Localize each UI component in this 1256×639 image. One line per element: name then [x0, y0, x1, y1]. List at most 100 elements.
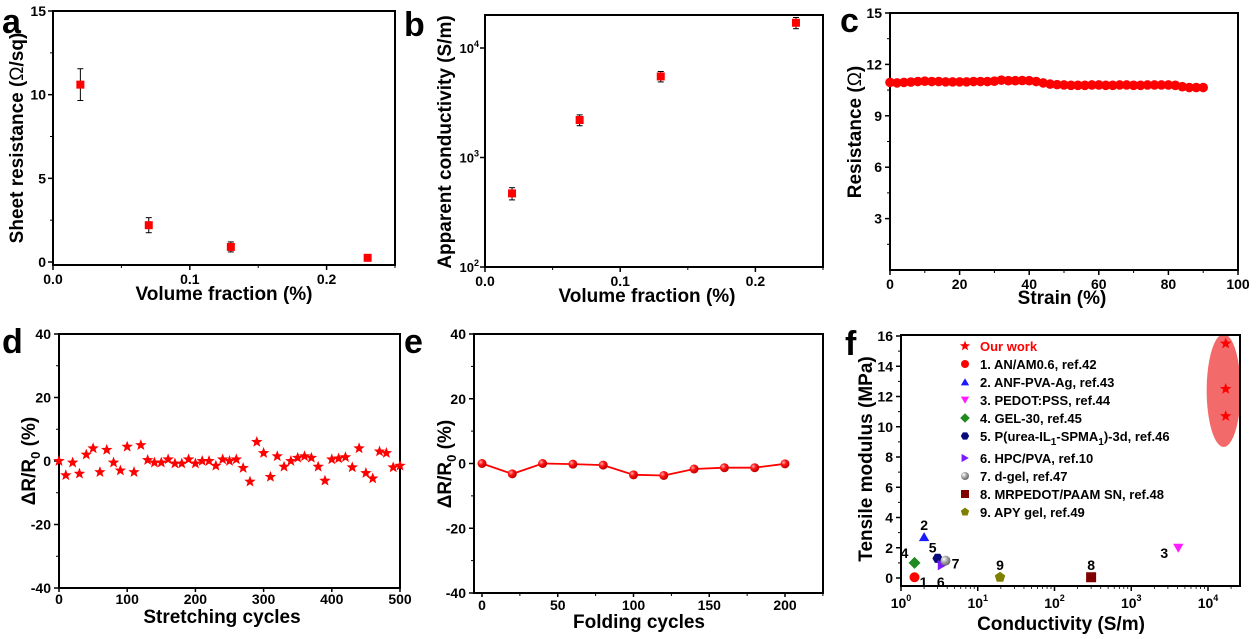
panel-f-ytick-label-3: 6: [885, 479, 893, 495]
panel-f-point-5: [932, 553, 943, 563]
panel-d-xlabel: Stretching cycles: [143, 607, 300, 628]
panel-d-xtick-label-0: 0: [55, 591, 63, 607]
panel-b-apparent-conductivity: 102 103 104 0.0 0.1 0.2: [460, 14, 824, 289]
panel-f-point-our-work: [1219, 337, 1232, 349]
legend-marker-our-work: [959, 340, 971, 351]
panel-d-point: [73, 467, 86, 479]
panel-e-xtick-label-0: 0: [478, 597, 486, 613]
panel-f-ytick-label-7: 14: [877, 358, 893, 374]
panel-d-point: [162, 453, 174, 465]
panel-b-axes-frame: [484, 14, 824, 268]
panel-label-f: f: [845, 325, 857, 363]
panel-d-point: [53, 455, 65, 466]
panel-c-point: [1066, 80, 1076, 91]
panel-e-ytick-label-3: 20: [450, 391, 466, 407]
panel-c-point: [1149, 80, 1160, 90]
panel-c-ytick-label-2: 9: [874, 108, 882, 124]
panel-d-xtick-label-1: 100: [116, 591, 140, 607]
panel-label-e: e: [404, 323, 423, 361]
panel-f-point-2: [918, 532, 930, 542]
legend-label-3: 3. PEDOT:PSS, ref.44: [980, 393, 1111, 408]
panel-d-point: [189, 457, 202, 469]
legend-marker-6: [961, 453, 969, 463]
panel-e-point: [629, 470, 638, 480]
panel-f-xtick-label-2: 102: [1044, 593, 1065, 611]
panel-c-xtick-label-0: 0: [886, 276, 894, 292]
panel-f-ytick-label-0: 0: [885, 570, 893, 586]
panel-c-xtick-label-5: 100: [1226, 276, 1250, 292]
legend-marker-4: [960, 413, 970, 423]
panel-f-point-label-7: 7: [952, 556, 960, 572]
panel-c-point: [1003, 75, 1014, 86]
panel-c-axes-frame: [889, 12, 1239, 271]
panel-f-ytick-label-4: 8: [885, 449, 893, 465]
legend-label-1: 1. AN/AM0.6, ref.42: [980, 357, 1097, 372]
panel-d-point: [182, 453, 195, 465]
panel-f-point-label-1: 1: [920, 574, 928, 590]
panel-e-xlabel: Folding cycles: [573, 612, 705, 633]
panel-label-c: c: [840, 2, 859, 40]
panel-d-point: [271, 450, 283, 462]
panel-e-ytick-label-1: -20: [446, 520, 466, 536]
panel-a-ytick-label-2: 10: [30, 87, 46, 103]
panel-a-xtick-label-1: 0.1: [180, 271, 200, 287]
panel-d-point: [360, 467, 372, 478]
panel-c-resistance-vs-strain: 3 6 9 12 15 0 20 40 60 80 100: [866, 5, 1249, 292]
panel-d-point: [332, 452, 345, 464]
panel-c-point: [982, 76, 993, 87]
panel-c-point: [947, 77, 958, 87]
panel-f-axes-frame: [900, 334, 1241, 587]
panel-c-point: [1177, 81, 1188, 92]
legend-label-5: 5. P(urea-IL1-SPMA1)-3d, ref.46: [980, 429, 1170, 448]
panel-c-xlabel: Strain (%): [1018, 288, 1107, 309]
panel-c-xtick-label-2: 40: [1021, 276, 1037, 292]
panel-e-xtick-label-4: 200: [773, 597, 797, 613]
panel-e-point: [507, 469, 517, 479]
panel-f-xtick-label-1: 101: [967, 593, 988, 611]
panel-e-point: [750, 463, 760, 473]
panel-c-point: [1198, 82, 1208, 93]
panel-d-ytick-label-0: -40: [31, 580, 51, 596]
panel-d-point: [87, 442, 99, 454]
panel-b-ylabel: Apparent conductivity (S/m): [435, 15, 456, 268]
panel-f-xtick-label-0: 100: [891, 593, 912, 611]
legend-label-9: 9. APY gel, ref.49: [980, 505, 1085, 520]
panel-d-point: [346, 461, 358, 473]
panel-d-point: [114, 464, 127, 476]
panel-c-ytick-label-1: 6: [874, 159, 882, 175]
panel-d-point: [326, 453, 338, 465]
panel-d-xtick-label-5: 500: [388, 591, 412, 607]
panel-f-ytick-label-5: 10: [877, 419, 893, 435]
panel-f-point-3: [1173, 543, 1184, 553]
panel-f-point-label-6: 6: [937, 574, 945, 590]
panel-d-point: [141, 454, 154, 465]
panel-c-point: [1114, 80, 1125, 90]
panel-c-point: [1128, 80, 1139, 91]
panel-d-point: [339, 451, 352, 463]
panel-c-point: [1163, 80, 1174, 90]
panel-d-point: [128, 466, 140, 477]
panel-c-ytick-label-4: 15: [866, 5, 882, 21]
panel-c-point: [1080, 80, 1090, 91]
panel-c-point: [1156, 80, 1167, 90]
panel-f-point-9: [994, 571, 1006, 582]
panel-e-point: [689, 464, 699, 474]
panel-f-ytick-label-1: 2: [885, 540, 893, 556]
panel-d-point: [237, 461, 249, 473]
panel-f-point-our-work: [1219, 382, 1232, 394]
panel-c-point: [1024, 75, 1034, 86]
panel-c-point: [1010, 75, 1021, 86]
panel-a-xtick-label-2: 0.2: [317, 271, 337, 287]
panel-d-point: [148, 456, 161, 468]
panel-d-point: [169, 457, 181, 469]
panel-c-point: [1135, 80, 1146, 91]
legend-marker-3: [960, 396, 970, 404]
panel-f-point-1: [909, 572, 920, 583]
panel-c-xtick-label-1: 20: [952, 276, 968, 292]
panel-a-point: [76, 80, 85, 89]
panel-e-xtick-label-2: 100: [622, 597, 646, 613]
panel-c-point: [885, 77, 895, 88]
panel-d-point: [94, 466, 106, 477]
panel-e-folding-cycles: -40 -20 0 20 40 0 50 100 150 200: [446, 326, 824, 613]
